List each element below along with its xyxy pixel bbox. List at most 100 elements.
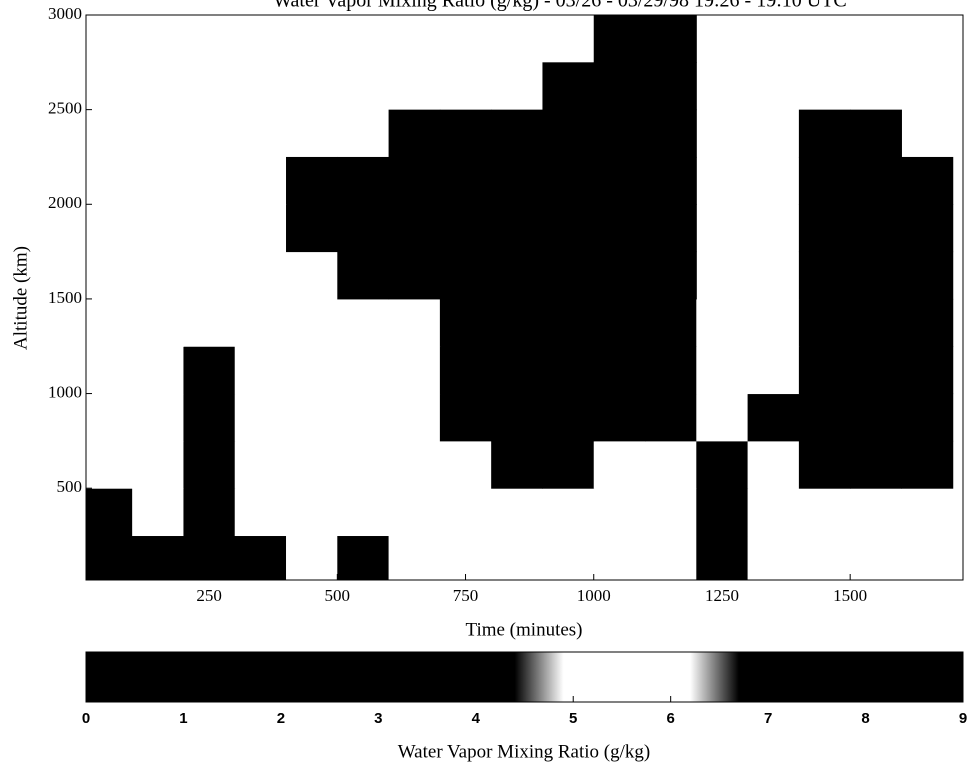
colorbar-tick-label: 3: [374, 710, 382, 727]
heatmap-cell: [234, 440, 287, 489]
heatmap-cell: [183, 346, 236, 395]
heatmap-cell: [439, 251, 492, 300]
heatmap-cell: [439, 109, 492, 158]
x-tick-label: 750: [453, 586, 479, 605]
heatmap-cell: [439, 535, 492, 580]
heatmap-cell: [798, 346, 851, 395]
heatmap-cell: [491, 204, 543, 253]
heatmap-cell: [696, 346, 749, 395]
heatmap-cell: [388, 298, 441, 347]
x-tick-label: 1500: [833, 586, 867, 605]
heatmap-cell: [132, 535, 184, 580]
heatmap-cell: [183, 298, 236, 347]
heatmap-cell: [337, 156, 390, 205]
heatmap-cell: [696, 535, 749, 580]
heatmap-cell: [286, 393, 338, 442]
heatmap-cell: [234, 346, 287, 395]
heatmap-cell: [337, 346, 390, 395]
heatmap-cell: [388, 488, 441, 537]
heatmap-cell: [798, 535, 851, 580]
heatmap-cell: [645, 488, 697, 537]
heatmap-cell: [593, 251, 646, 300]
heatmap-cell: [388, 440, 441, 489]
heatmap-cell: [593, 156, 646, 205]
heatmap-cell: [798, 298, 851, 347]
heatmap-cell: [439, 346, 492, 395]
heatmap-cell: [901, 251, 954, 300]
heatmap-cell: [542, 488, 595, 537]
heatmap-cell: [491, 156, 543, 205]
heatmap-cell: [593, 298, 646, 347]
heatmap-cell: [439, 204, 492, 253]
heatmap-cell: [593, 440, 646, 489]
heatmap-cell: [901, 535, 954, 580]
heatmap-cell: [286, 346, 338, 395]
x-tick-label: 1000: [577, 586, 611, 605]
heatmap-cell: [286, 204, 338, 253]
heatmap-cell: [593, 393, 646, 442]
heatmap-cell: [850, 393, 902, 442]
heatmap-cell: [645, 251, 697, 300]
heatmap-cell: [542, 298, 595, 347]
heatmap-cell: [491, 346, 543, 395]
heatmap-cell: [491, 298, 543, 347]
heatmap-cell: [542, 346, 595, 395]
y-tick-label: 1500: [48, 288, 82, 307]
heatmap-cell: [696, 488, 749, 537]
heatmap-cell: [798, 204, 851, 253]
heatmap-cell: [850, 156, 902, 205]
heatmap-cell: [542, 393, 595, 442]
heatmap-cell: [439, 440, 492, 489]
plot-frame: [85, 14, 964, 581]
heatmap-cell: [593, 62, 646, 111]
heatmap-cell: [747, 298, 800, 347]
y-tick-label: 2500: [48, 99, 82, 118]
heatmap-cell: [183, 440, 236, 489]
heatmap-cell: [542, 62, 595, 111]
heatmap-cell: [593, 346, 646, 395]
heatmap-cell: [86, 535, 133, 580]
heatmap-cell: [645, 298, 697, 347]
heatmap-cell: [491, 535, 543, 580]
heatmap-cell: [439, 488, 492, 537]
y-axis-label: Altitude (km): [10, 246, 31, 350]
heatmap-cell: [286, 156, 338, 205]
heatmap-cell: [337, 393, 390, 442]
heatmap-cell: [696, 440, 749, 489]
heatmap-cell: [234, 204, 287, 253]
heatmap-cell: [183, 251, 236, 300]
heatmap-cell: [696, 393, 749, 442]
heatmap-cell: [388, 393, 441, 442]
heatmap-cell: [901, 346, 954, 395]
heatmap-cell: [337, 488, 390, 537]
heatmap-cell: [132, 251, 184, 300]
heatmap-cell: [337, 204, 390, 253]
heatmap-cell: [132, 346, 184, 395]
colorbar: [85, 651, 964, 703]
heatmap-cell: [645, 62, 697, 111]
chart-title: Water Vapor Mixing Ratio (g/kg) - 03/26 …: [273, 0, 847, 12]
heatmap-cell: [645, 440, 697, 489]
y-tick-label: 1000: [48, 382, 82, 401]
heatmap-cell: [798, 156, 851, 205]
heatmap-cell: [388, 251, 441, 300]
heatmap-cell: [132, 488, 184, 537]
heatmap-cell: [234, 393, 287, 442]
heatmap-cell: [388, 109, 441, 158]
heatmap-cell: [850, 535, 902, 580]
heatmap: [86, 15, 954, 580]
heatmap-cell: [388, 346, 441, 395]
heatmap-cell: [542, 156, 595, 205]
heatmap-cell: [593, 488, 646, 537]
heatmap-cell: [901, 488, 954, 537]
colorbar-tick-label: 0: [82, 710, 90, 727]
heatmap-cell: [337, 298, 390, 347]
colorbar-tick-label: 8: [861, 710, 869, 727]
heatmap-cell: [234, 251, 287, 300]
heatmap-cell: [132, 156, 184, 205]
heatmap-cell: [901, 393, 954, 442]
heatmap-cell: [645, 204, 697, 253]
heatmap-cell: [286, 251, 338, 300]
